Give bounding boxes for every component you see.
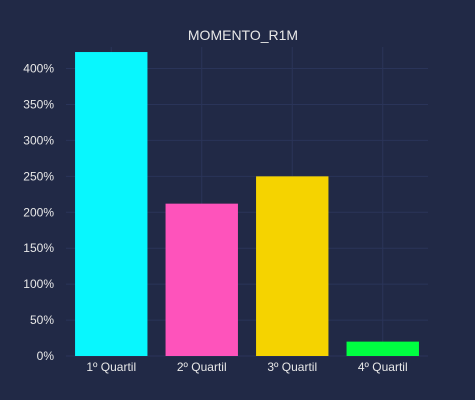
x-tick-label: 3º Quartil bbox=[267, 360, 317, 374]
y-tick-label: 400% bbox=[23, 62, 54, 76]
y-tick-label: 350% bbox=[23, 97, 54, 111]
y-tick-label: 150% bbox=[23, 241, 54, 255]
x-tick-label: 1º Quartil bbox=[86, 360, 136, 374]
bar bbox=[256, 176, 329, 356]
x-tick-label: 2º Quartil bbox=[177, 360, 227, 374]
y-tick-label: 100% bbox=[23, 277, 54, 291]
y-axis-ticks: 0% 50% 100% 150% 200% 250% 300% 350% 400% bbox=[23, 62, 54, 363]
y-tick-label: 250% bbox=[23, 169, 54, 183]
y-tick-label: 200% bbox=[23, 205, 54, 219]
bar bbox=[75, 52, 148, 356]
y-tick-label: 0% bbox=[37, 349, 55, 363]
bars bbox=[75, 52, 419, 356]
bar bbox=[165, 203, 238, 356]
chart-title: MOMENTO_R1M bbox=[188, 27, 298, 43]
y-tick-label: 50% bbox=[30, 313, 54, 327]
x-tick-label: 4º Quartil bbox=[358, 360, 408, 374]
bar bbox=[346, 341, 419, 356]
y-tick-label: 300% bbox=[23, 133, 54, 147]
x-axis-ticks: 1º Quartil 2º Quartil 3º Quartil 4º Quartil bbox=[86, 360, 407, 374]
